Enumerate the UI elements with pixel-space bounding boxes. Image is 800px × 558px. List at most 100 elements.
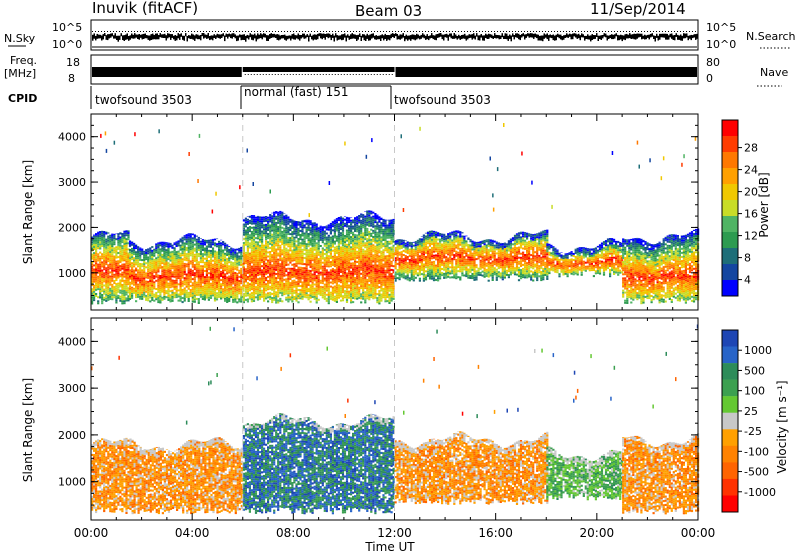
echo-cell [135, 284, 137, 286]
echo-cell [143, 296, 145, 298]
echo-cell [245, 299, 247, 301]
echo-cell [279, 245, 281, 247]
nave-point [311, 74, 312, 75]
echo-cell [192, 264, 194, 266]
echo-cell [200, 255, 202, 257]
echo-cell [226, 289, 228, 291]
echo-cell [220, 283, 222, 285]
nsky-point [166, 35, 168, 40]
echo-cell [348, 268, 350, 270]
echo-cell [354, 257, 356, 259]
echo-cell [279, 226, 281, 228]
echo-cell [137, 253, 139, 255]
echo-cell [293, 282, 295, 284]
echo-cell [240, 301, 242, 303]
echo-cell [159, 283, 161, 285]
echo-cell [261, 226, 263, 228]
echo-cell [316, 253, 318, 255]
echo-cell [277, 273, 279, 275]
echo-cell [97, 278, 99, 280]
echo-cell [101, 286, 103, 288]
echo-cell [93, 297, 95, 299]
echo-cell [247, 290, 249, 292]
echo-cell [121, 268, 123, 270]
echo-cell [103, 246, 105, 248]
echo-cell [334, 290, 336, 292]
echo-cell [364, 263, 366, 265]
echo-cell [182, 242, 184, 244]
echo-cell [186, 247, 188, 249]
nsearch-point [377, 31, 378, 32]
echo-cell [226, 258, 228, 260]
nsky-point [131, 34, 133, 39]
echo-cell [117, 277, 119, 279]
nsky-point [506, 34, 508, 40]
echo-cell [346, 260, 348, 262]
echo-cell [308, 280, 310, 282]
echo-cell [291, 268, 293, 270]
echo-cell [263, 285, 265, 287]
nsky-point [266, 35, 268, 41]
echo-cell [194, 278, 196, 280]
echo-cell [259, 218, 261, 220]
echo-cell [281, 300, 283, 302]
echo-cell [163, 263, 165, 265]
echo-cell [200, 271, 202, 273]
echo-cell [224, 275, 226, 277]
nsky-point [173, 36, 175, 40]
echo-cell [310, 289, 312, 291]
echo-cell [358, 256, 360, 258]
echo-cell [147, 289, 149, 291]
echo-cell [285, 250, 287, 252]
echo-cell [232, 276, 234, 278]
echo-cell [275, 226, 277, 228]
echo-cell [251, 251, 253, 253]
echo-cell [304, 243, 306, 245]
nsky-point [388, 35, 390, 40]
nsearch-point [341, 31, 342, 32]
echo-cell [198, 274, 200, 276]
echo-cell [330, 233, 332, 235]
echo-cell [93, 258, 95, 260]
echo-cell [190, 273, 192, 275]
echo-cell [366, 211, 368, 212]
echo-cell [133, 263, 135, 265]
echo-cell [312, 231, 314, 233]
echo-cell [236, 277, 238, 279]
echo-cell [107, 287, 109, 289]
echo-cell [257, 260, 259, 262]
nsky-point [280, 36, 282, 40]
echo-cell [151, 297, 153, 299]
echo-cell [316, 265, 318, 267]
nsky-point [440, 33, 442, 37]
echo-cell [263, 255, 265, 257]
echo-cell [273, 252, 275, 254]
echo-cell [236, 301, 238, 303]
echo-cell [236, 252, 238, 254]
echo-cell [192, 274, 194, 276]
nsearch-point [344, 31, 345, 32]
echo-cell [149, 284, 151, 286]
echo-cell [342, 263, 344, 265]
echo-cell [358, 287, 360, 289]
echo-cell [153, 263, 155, 265]
echo-cell [354, 220, 356, 222]
echo-cell [93, 279, 95, 281]
echo-cell [247, 264, 249, 266]
echo-cell [265, 283, 267, 285]
echo-cell [287, 256, 289, 258]
echo-cell [243, 285, 245, 287]
echo-cell [328, 255, 330, 257]
echo-cell [196, 267, 198, 269]
echo-cell [182, 237, 184, 238]
echo-cell [93, 269, 95, 271]
echo-cell [324, 245, 326, 247]
echo-cell [328, 225, 330, 227]
echo-cell [350, 230, 352, 232]
echo-cell [139, 292, 141, 294]
echo-cell [123, 266, 125, 268]
echo-cell [289, 243, 291, 245]
echo-cell [308, 220, 310, 221]
echo-cell [326, 290, 328, 292]
echo-cell [218, 261, 220, 263]
